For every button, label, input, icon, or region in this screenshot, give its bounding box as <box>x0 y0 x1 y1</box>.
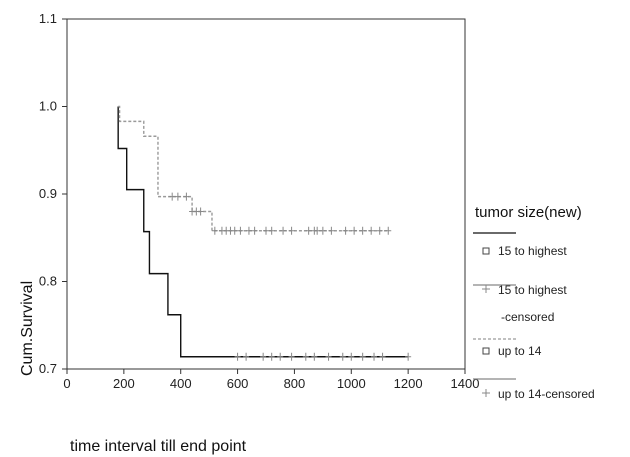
y-tick-label: 0.8 <box>39 274 57 289</box>
legend: tumor size(new) 15 to highest 15 to highe… <box>473 204 595 401</box>
y-tick-label: 1.1 <box>39 11 57 26</box>
x-tick-label: 1200 <box>394 376 423 391</box>
x-tick-label: 1000 <box>337 376 366 391</box>
plot-frame <box>66 18 466 370</box>
x-tick-label: 800 <box>284 376 306 391</box>
legend-title: tumor size(new) <box>475 204 582 221</box>
legend-label: up to 14-censored <box>498 387 595 401</box>
legend-label: 15 to highest <box>498 244 567 258</box>
series-line-up-to-14 <box>118 105 389 232</box>
x-axis-title: time interval till end point <box>70 438 247 455</box>
legend-label-line2: -censored <box>501 310 554 324</box>
x-tick-label: 600 <box>227 376 249 391</box>
y-tick-label: 1.0 <box>39 99 57 114</box>
x-tick-label: 0 <box>63 376 70 391</box>
legend-label: 15 to highest <box>498 283 567 297</box>
legend-label: up to 14 <box>498 344 542 358</box>
x-tick-label: 1400 <box>451 376 480 391</box>
series-layer <box>117 105 412 361</box>
y-tick-label: 0.7 <box>39 361 57 376</box>
y-tick-label: 0.9 <box>39 186 57 201</box>
legend-square-icon <box>482 347 490 355</box>
axis-ticks: 0 200 400 600 800 1000 1200 1400 0.7 0.8 0.9 1.0 1.1 <box>39 11 480 391</box>
series-line-15-to-highest <box>117 106 409 358</box>
x-tick-label: 400 <box>170 376 192 391</box>
x-tick-label: 200 <box>113 376 135 391</box>
legend-square-icon <box>482 247 490 255</box>
y-axis-title: Cum.Survival <box>19 281 36 376</box>
